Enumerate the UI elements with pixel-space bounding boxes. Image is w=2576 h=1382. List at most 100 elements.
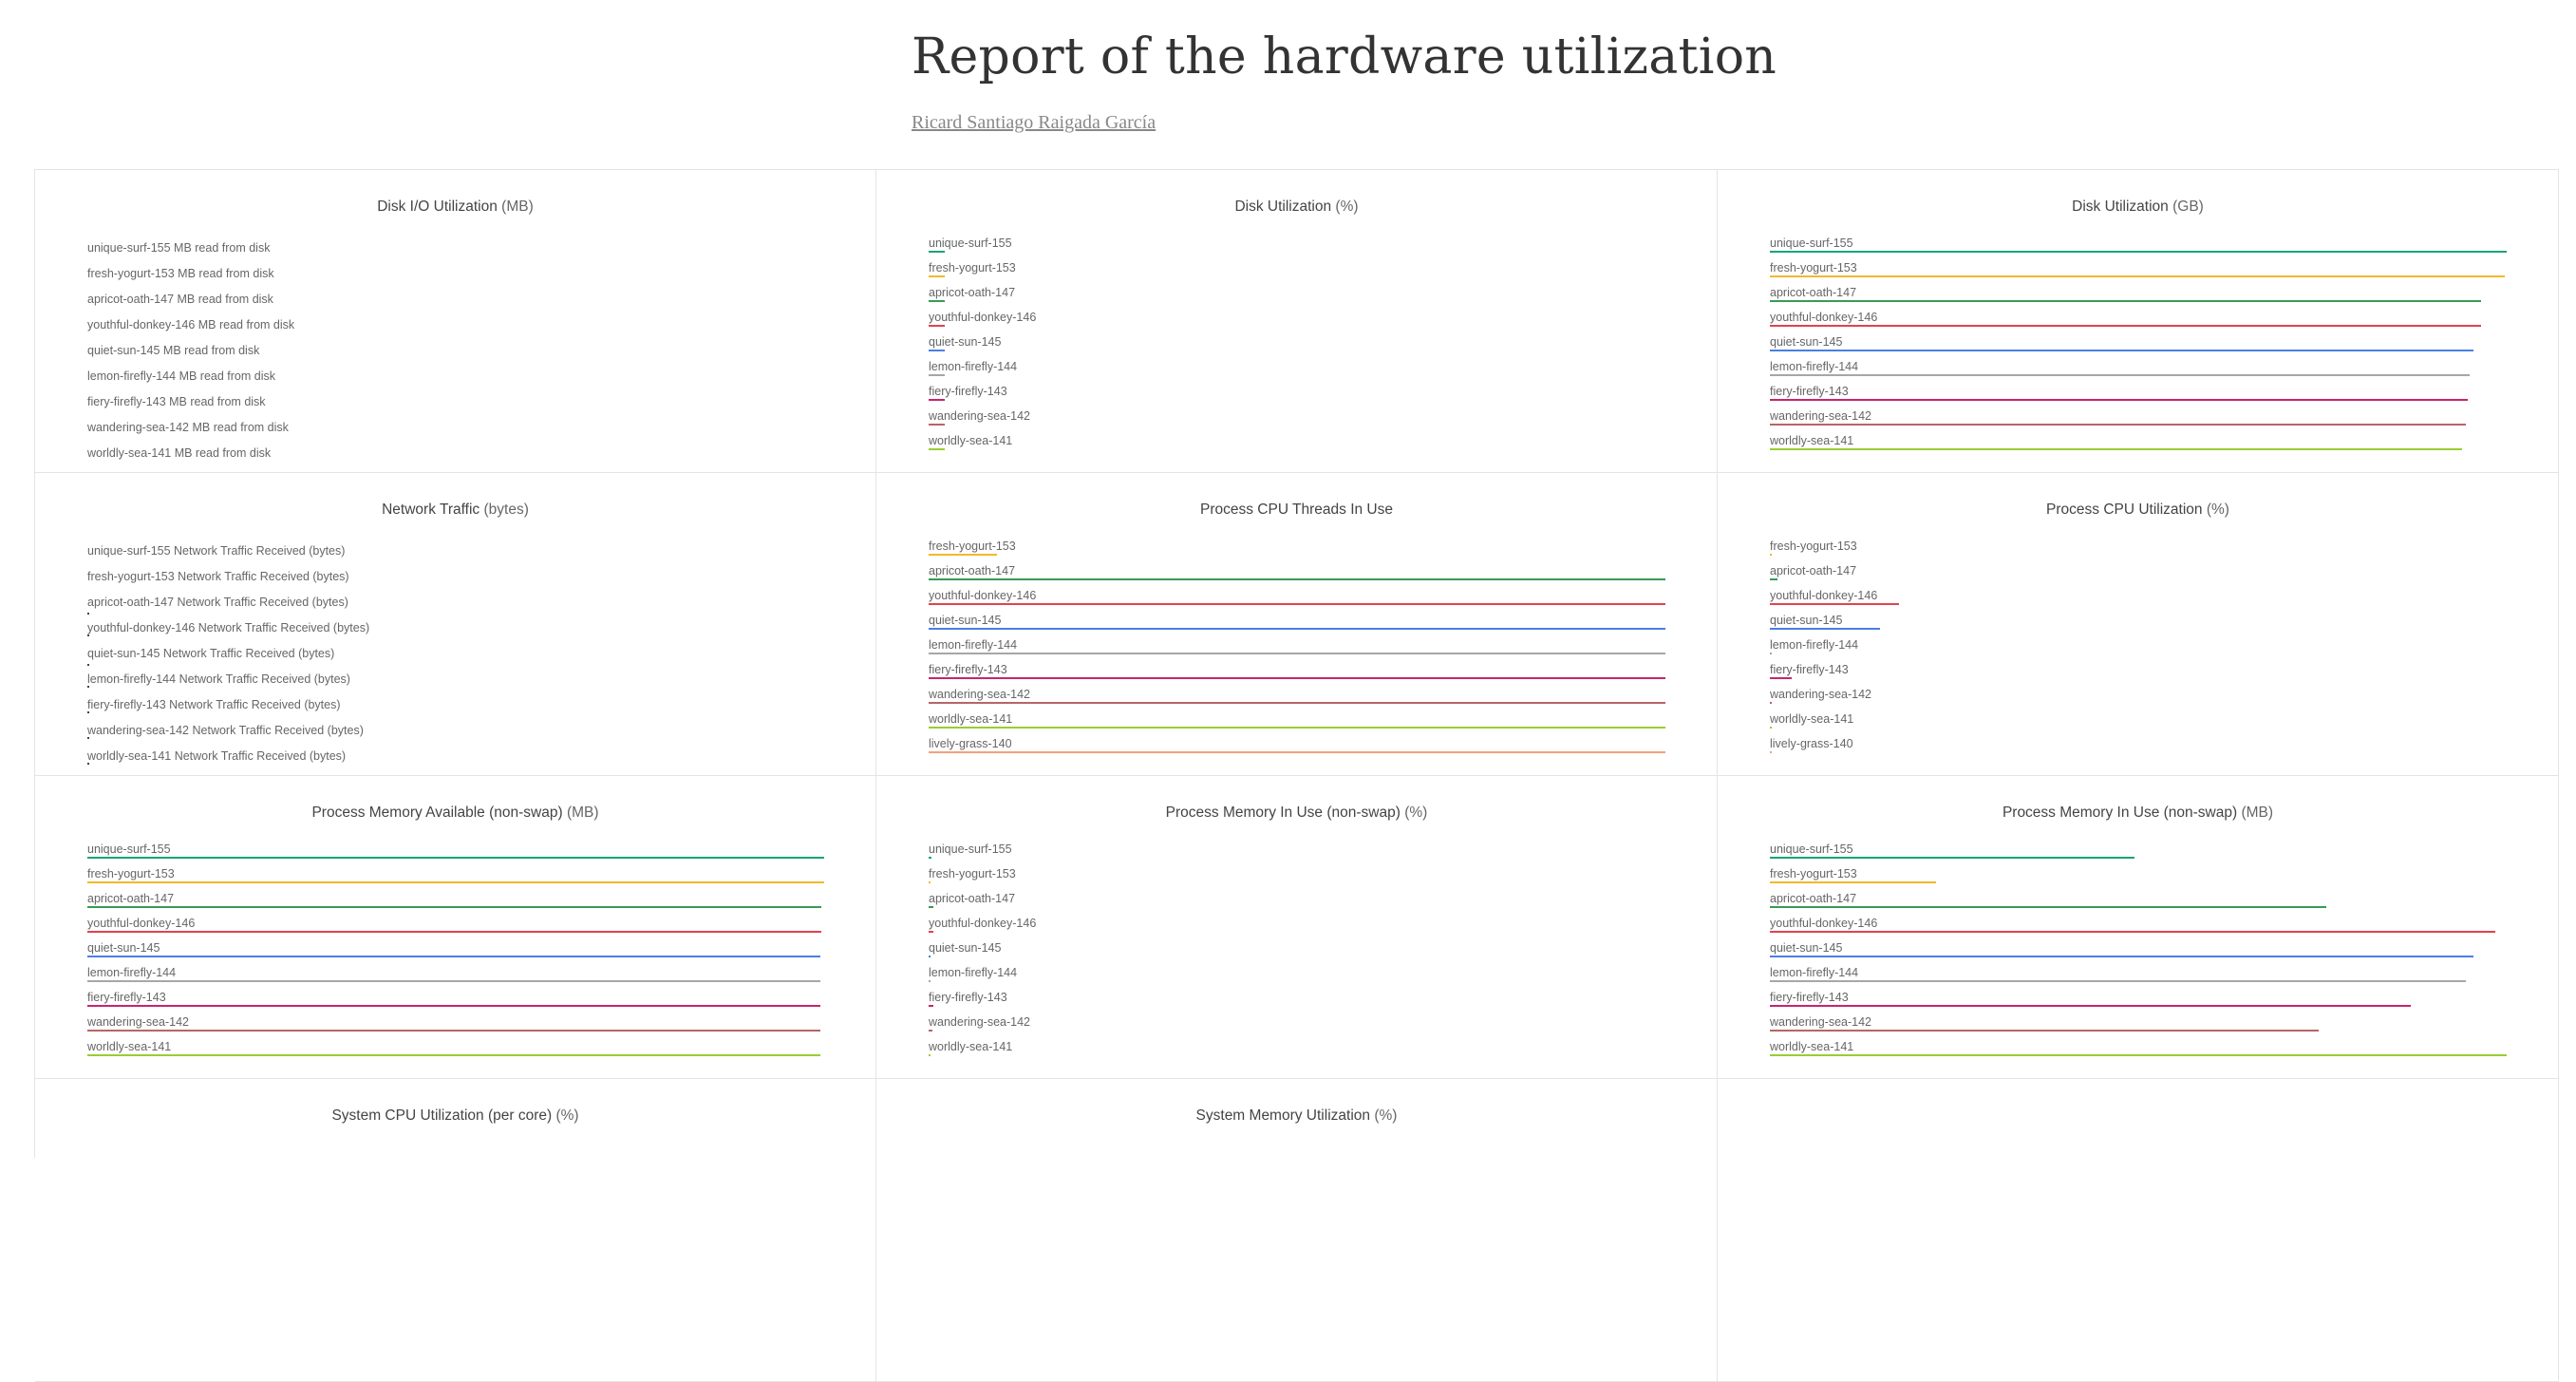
series-bar [929, 628, 1665, 630]
series-bar [1770, 578, 1777, 580]
chart-title: Process CPU Threads In Use [876, 502, 1717, 519]
series-row[interactable]: apricot-oath-147 [929, 284, 1698, 309]
series-row[interactable]: youthful-donkey-146 [87, 915, 856, 939]
series-row[interactable]: fresh-yogurt-153 [87, 865, 856, 890]
series-row[interactable]: unique-surf-155 [1770, 235, 2539, 259]
series-row[interactable]: youthful-donkey-146 MB read from disk [87, 316, 856, 342]
series-row[interactable]: worldly-sea-141 MB read from disk [87, 445, 856, 464]
series-row[interactable]: fresh-yogurt-153 [1770, 538, 2539, 562]
series-row[interactable]: wandering-sea-142 [1770, 407, 2539, 432]
series-row[interactable]: quiet-sun-145 [929, 333, 1698, 358]
series-row[interactable]: youthful-donkey-146 Network Traffic Rece… [87, 619, 856, 645]
series-row[interactable]: worldly-sea-141 Network Traffic Received… [87, 748, 856, 767]
series-row[interactable]: apricot-oath-147 [87, 890, 856, 915]
series-row[interactable]: wandering-sea-142 [929, 1013, 1698, 1038]
series-row[interactable]: fiery-firefly-143 MB read from disk [87, 393, 856, 419]
series-row[interactable]: quiet-sun-145 [1770, 333, 2539, 358]
chart-panel: System CPU Utilization (per core) (%) [35, 1079, 876, 1382]
series-row[interactable]: lemon-firefly-144 [1770, 964, 2539, 989]
series-row[interactable]: lemon-firefly-144 Network Traffic Receiv… [87, 671, 856, 696]
series-row[interactable]: worldly-sea-141 [1770, 710, 2539, 735]
series-row[interactable]: apricot-oath-147 [929, 562, 1698, 587]
series-label: apricot-oath-147 [1770, 892, 1857, 905]
series-row[interactable]: wandering-sea-142 Network Traffic Receiv… [87, 722, 856, 748]
series-row[interactable]: apricot-oath-147 [929, 890, 1698, 915]
series-row[interactable]: wandering-sea-142 MB read from disk [87, 419, 856, 445]
series-row[interactable]: worldly-sea-141 [87, 1038, 856, 1063]
series-row[interactable]: lively-grass-140 [1770, 735, 2539, 760]
chart-title-unit: (bytes) [483, 502, 529, 518]
series-row[interactable]: quiet-sun-145 [1770, 612, 2539, 636]
series-row[interactable]: wandering-sea-142 [1770, 1013, 2539, 1038]
chart-title: Network Traffic (bytes) [35, 502, 875, 519]
series-row[interactable]: worldly-sea-141 [929, 710, 1698, 735]
chart-panel: Disk Utilization (%) unique-surf-155 fresh… [876, 170, 1718, 473]
series-row[interactable]: apricot-oath-147 Network Traffic Receive… [87, 594, 856, 619]
series-row[interactable]: fresh-yogurt-153 Network Traffic Receive… [87, 568, 856, 594]
series-row[interactable]: fiery-firefly-143 [929, 661, 1698, 686]
series-row[interactable]: quiet-sun-145 [87, 939, 856, 964]
chart-title-text: Disk Utilization [2072, 199, 2169, 215]
series-row[interactable]: youthful-donkey-146 [929, 309, 1698, 333]
series-row[interactable]: unique-surf-155 [929, 235, 1698, 259]
chart-title-text: Disk I/O Utilization [377, 199, 498, 215]
series-row[interactable]: apricot-oath-147 [1770, 562, 2539, 587]
series-row[interactable]: youthful-donkey-146 [929, 587, 1698, 612]
series-row[interactable]: fiery-firefly-143 [87, 989, 856, 1013]
series-row[interactable]: fiery-firefly-143 [1770, 383, 2539, 407]
series-row[interactable]: quiet-sun-145 Network Traffic Received (… [87, 645, 856, 671]
series-bar [1770, 653, 1772, 654]
empty-panel [1718, 1079, 2559, 1382]
series-row[interactable]: apricot-oath-147 [1770, 890, 2539, 915]
series-row[interactable]: apricot-oath-147 MB read from disk [87, 291, 856, 316]
series-row[interactable]: unique-surf-155 [929, 841, 1698, 865]
series-row[interactable]: unique-surf-155 [1770, 841, 2539, 865]
series-row[interactable]: wandering-sea-142 [929, 407, 1698, 432]
series-row[interactable]: quiet-sun-145 [1770, 939, 2539, 964]
series-row[interactable]: unique-surf-155 Network Traffic Received… [87, 542, 856, 568]
series-row[interactable]: lemon-firefly-144 [929, 358, 1698, 383]
chart-series-list: unique-surf-155 fresh-yogurt-153 apricot-o… [929, 235, 1698, 464]
chart-title-text: Network Traffic [382, 502, 480, 518]
chart-panel: Process CPU Utilization (%) fresh-yogurt-… [1718, 473, 2559, 776]
series-row[interactable]: wandering-sea-142 [929, 686, 1698, 710]
series-row[interactable]: worldly-sea-141 [929, 432, 1698, 457]
series-row[interactable]: fresh-yogurt-153 [1770, 259, 2539, 284]
series-row[interactable]: fresh-yogurt-153 MB read from disk [87, 265, 856, 291]
series-row[interactable]: youthful-donkey-146 [929, 915, 1698, 939]
series-row[interactable]: lemon-firefly-144 [929, 636, 1698, 661]
series-row[interactable]: lively-grass-140 [929, 735, 1698, 760]
series-row[interactable]: lemon-firefly-144 [1770, 636, 2539, 661]
series-row[interactable]: unique-surf-155 [87, 841, 856, 865]
series-row[interactable]: quiet-sun-145 [929, 612, 1698, 636]
series-row[interactable]: worldly-sea-141 [929, 1038, 1698, 1063]
series-row[interactable]: quiet-sun-145 [929, 939, 1698, 964]
series-row[interactable]: lemon-firefly-144 [87, 964, 856, 989]
series-row[interactable]: apricot-oath-147 [1770, 284, 2539, 309]
series-row[interactable]: fresh-yogurt-153 [929, 259, 1698, 284]
series-row[interactable]: worldly-sea-141 [1770, 432, 2539, 457]
series-row[interactable]: unique-surf-155 MB read from disk [87, 239, 856, 265]
series-row[interactable]: fiery-firefly-143 Network Traffic Receiv… [87, 696, 856, 722]
series-row[interactable]: worldly-sea-141 [1770, 1038, 2539, 1063]
series-row[interactable]: quiet-sun-145 MB read from disk [87, 342, 856, 368]
series-row[interactable]: fiery-firefly-143 [929, 383, 1698, 407]
series-row[interactable]: fresh-yogurt-153 [929, 865, 1698, 890]
series-row[interactable]: fresh-yogurt-153 [929, 538, 1698, 562]
series-row[interactable]: fiery-firefly-143 [1770, 661, 2539, 686]
series-row[interactable]: lemon-firefly-144 [1770, 358, 2539, 383]
series-row[interactable]: wandering-sea-142 [87, 1013, 856, 1038]
series-row[interactable]: youthful-donkey-146 [1770, 587, 2539, 612]
series-row[interactable]: wandering-sea-142 [1770, 686, 2539, 710]
series-bar [1770, 881, 1936, 883]
series-row[interactable]: youthful-donkey-146 [1770, 915, 2539, 939]
series-row[interactable]: fiery-firefly-143 [929, 989, 1698, 1013]
series-row[interactable]: youthful-donkey-146 [1770, 309, 2539, 333]
series-row[interactable]: fiery-firefly-143 [1770, 989, 2539, 1013]
series-label: worldly-sea-141 Network Traffic Received… [87, 749, 347, 763]
series-row[interactable]: lemon-firefly-144 MB read from disk [87, 368, 856, 393]
author-link[interactable]: Ricard Santiago Raigada García [912, 112, 1156, 133]
series-row[interactable]: lemon-firefly-144 [929, 964, 1698, 989]
series-label: youthful-donkey-146 [1770, 589, 1878, 602]
series-row[interactable]: fresh-yogurt-153 [1770, 865, 2539, 890]
